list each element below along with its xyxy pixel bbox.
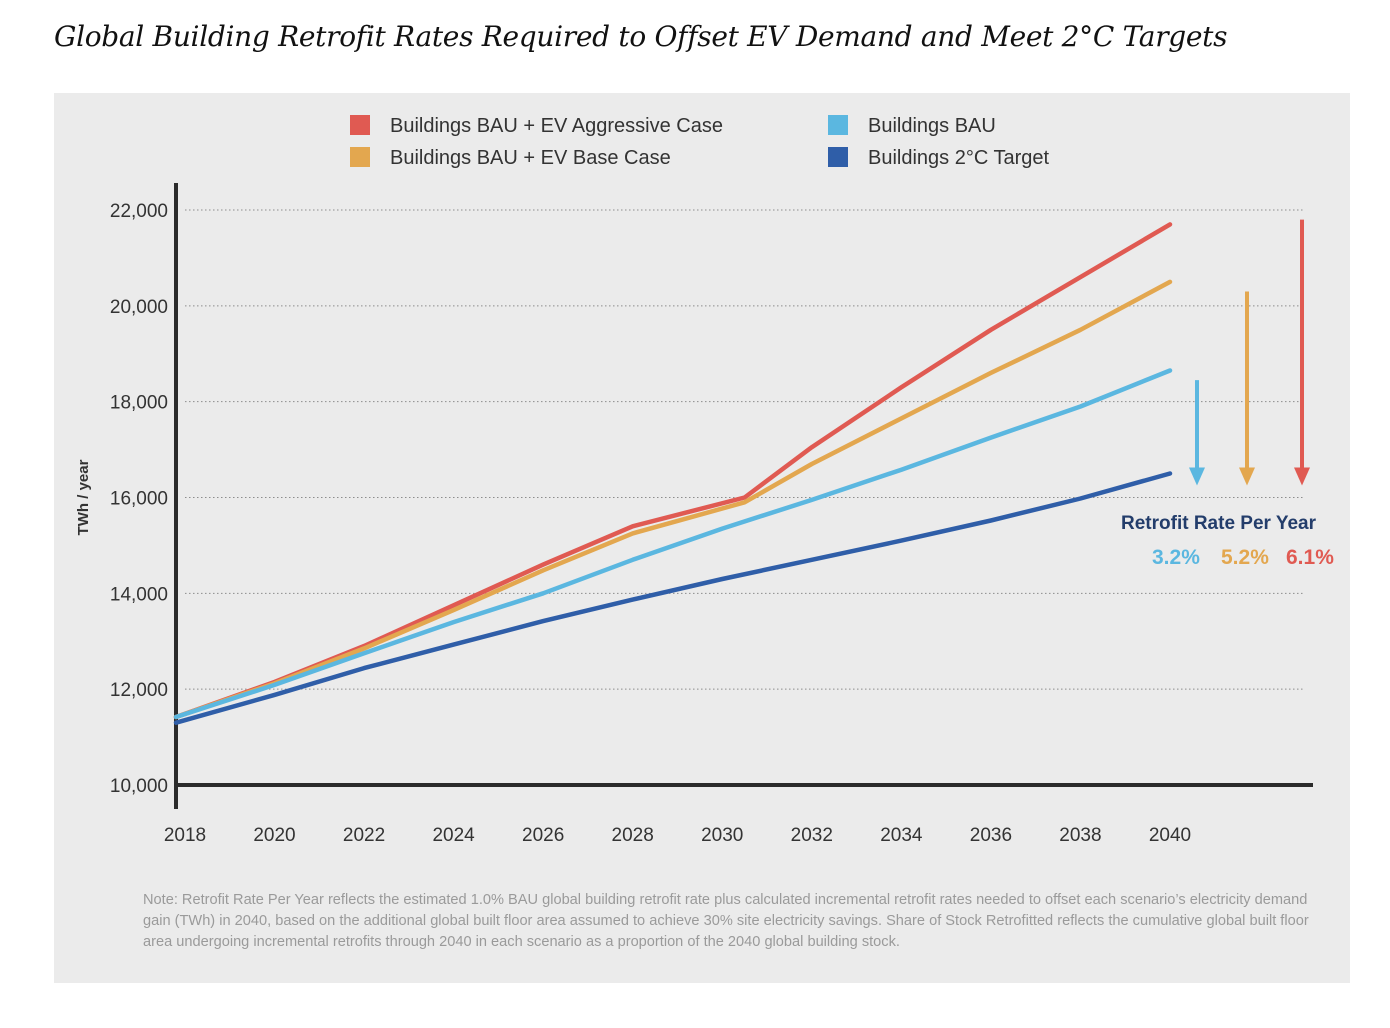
x-tick-label-2028: 2028 [612, 825, 654, 846]
x-tick-label-2040: 2040 [1149, 825, 1191, 846]
y-tick-label-18000: 18,000 [110, 393, 168, 414]
series-line-buildings-bau [173, 368, 1173, 720]
x-tick-label-2036: 2036 [970, 825, 1012, 846]
legend-label-buildings-bau-ev-aggressive-case: Buildings BAU + EV Aggressive Case [390, 115, 723, 137]
x-tick-label-2018: 2018 [164, 825, 206, 846]
retrofit-rate-1: 3.2% [1152, 546, 1200, 569]
x-tick-label-2022: 2022 [343, 825, 385, 846]
retrofit-arrow-head-2 [1239, 467, 1255, 486]
chart-panel: Buildings BAU + EV Aggressive Case Buildi… [54, 93, 1350, 983]
series-line-buildings-2-c-target [173, 471, 1173, 725]
retrofit-rate-2: 5.2% [1221, 546, 1269, 569]
y-tick-label-20000: 20,000 [110, 297, 168, 318]
retrofit-arrow-head-3 [1294, 467, 1310, 486]
y-axis-label: TWh / year [75, 459, 92, 535]
x-tick-label-2020: 2020 [253, 825, 295, 846]
y-tick-label-10000: 10,000 [110, 776, 168, 797]
x-tick-label-2026: 2026 [522, 825, 564, 846]
retrofit-rate-heading: Retrofit Rate Per Year [1121, 513, 1317, 534]
legend-swatch-buildings-2-c-target [828, 147, 848, 167]
series-line-buildings-bau-ev-base-case [173, 279, 1173, 720]
legend-swatch-buildings-bau-ev-base-case [350, 147, 370, 167]
grid-lines [185, 209, 1303, 690]
retrofit-rate-3: 6.1% [1286, 546, 1334, 569]
legend-swatch-buildings-bau-ev-aggressive-case [350, 115, 370, 135]
legend-label-buildings-bau: Buildings BAU [868, 115, 996, 137]
series-lines [173, 222, 1173, 725]
line-chart: Buildings BAU + EV Aggressive Case Buildi… [75, 115, 1334, 846]
y-tick-label-22000: 22,000 [110, 201, 168, 222]
x-tick-label-2030: 2030 [701, 825, 743, 846]
y-tick-label-14000: 14,000 [110, 584, 168, 605]
legend-label-buildings-bau-ev-base-case: Buildings BAU + EV Base Case [390, 147, 671, 169]
page-title: Global Building Retrofit Rates Required … [54, 20, 1228, 53]
y-tick-label-12000: 12,000 [110, 680, 168, 701]
y-tick-label-16000: 16,000 [110, 489, 168, 510]
tick-labels: 10,000 12,000 14,000 16,000 18,000 20,000 22,0… [75, 201, 1191, 846]
retrofit-arrows [1189, 219, 1310, 486]
x-tick-label-2034: 2034 [880, 825, 923, 846]
retrofit-annotation: Retrofit Rate Per Year 3.2% 5.2% 6.1% [1121, 513, 1334, 569]
axes [174, 183, 1313, 809]
x-tick-label-2024: 2024 [432, 825, 475, 846]
retrofit-arrow-head-1 [1189, 467, 1205, 486]
x-tick-label-2038: 2038 [1059, 825, 1101, 846]
x-tick-label-2032: 2032 [791, 825, 833, 846]
legend-label-buildings-2-c-target: Buildings 2°C Target [868, 147, 1050, 169]
legend: Buildings BAU + EV Aggressive Case Buildi… [350, 115, 1050, 169]
legend-swatch-buildings-bau [828, 115, 848, 135]
series-line-buildings-bau-ev-aggressive-case [173, 222, 1173, 720]
chart-note: Note: Retrofit Rate Per Year reflects th… [143, 892, 1309, 950]
